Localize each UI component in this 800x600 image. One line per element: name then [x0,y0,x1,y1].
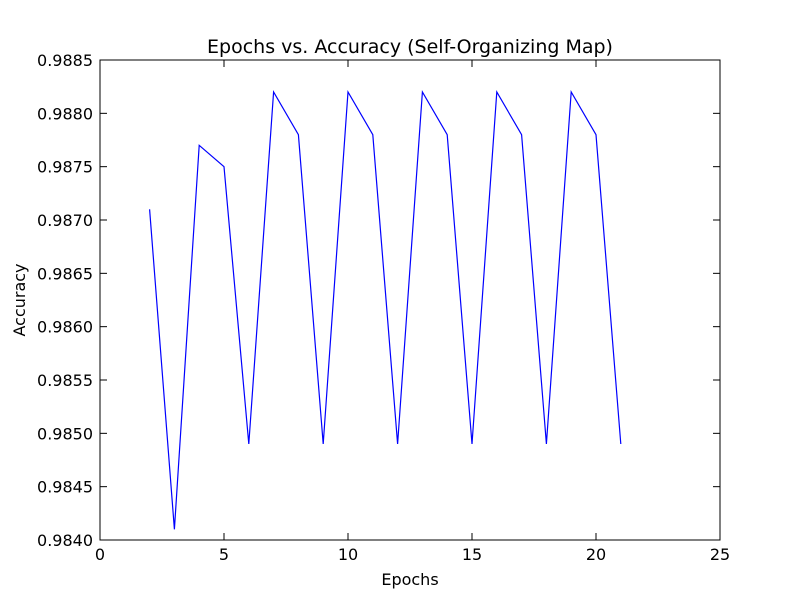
x-tick-label: 10 [338,545,358,564]
y-tick-label: 0.9850 [37,424,93,443]
y-tick-label: 0.9875 [37,158,93,177]
plot-frame [99,59,721,541]
y-tick-label: 0.9880 [37,104,93,123]
y-tick-label: 0.9840 [37,531,93,550]
series-line-0 [149,90,622,530]
y-tick-label: 0.9865 [37,264,93,283]
y-tick-label: 0.9870 [37,211,93,230]
x-tick-label: 5 [219,545,229,564]
chart-title: Epochs vs. Accuracy (Self-Organizing Map… [207,36,613,58]
y-tick-label: 0.9855 [37,371,93,390]
y-tick-label: 0.9885 [37,51,93,70]
x-axis-label: Epochs [381,570,438,589]
plot-area: 0 5 10 15 20 25 0.9840 0.9845 0.9850 0.9855 0.9860… [37,51,730,564]
y-tick-label: 0.9845 [37,478,93,497]
x-tick-label: 20 [586,545,606,564]
x-tick-label: 25 [710,545,730,564]
x-tick-label: 15 [462,545,482,564]
y-axis-label: Accuracy [10,263,29,336]
x-tick-label: 0 [95,545,105,564]
y-tick-label: 0.9860 [37,318,93,337]
